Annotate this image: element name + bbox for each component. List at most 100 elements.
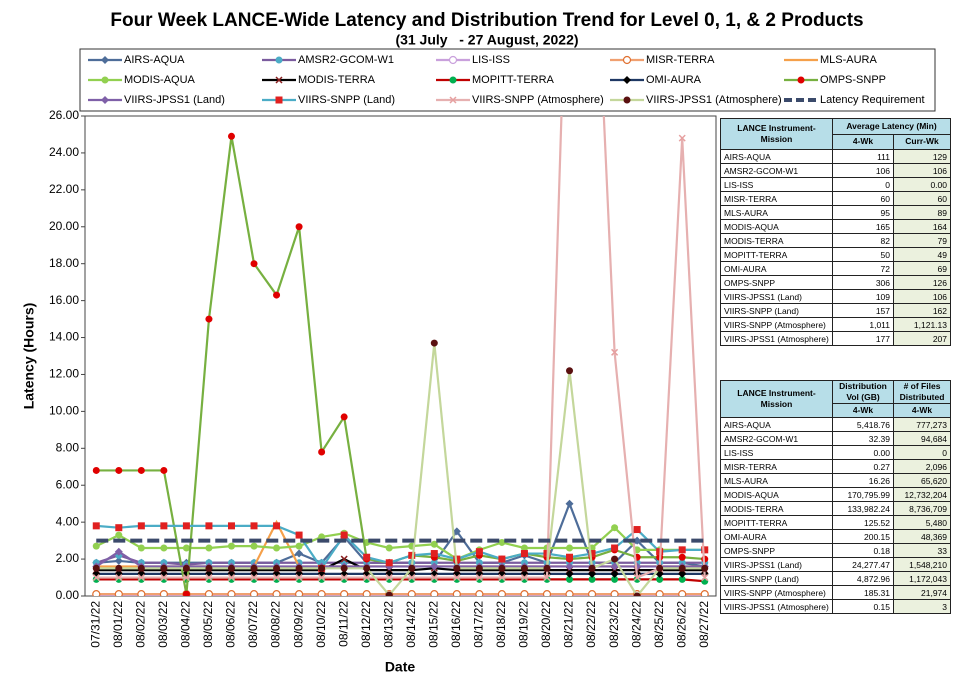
point bbox=[678, 564, 686, 572]
legend-item: MLS-AURA bbox=[784, 54, 878, 66]
point bbox=[542, 590, 552, 596]
point bbox=[340, 531, 348, 539]
point bbox=[340, 555, 348, 563]
point bbox=[566, 575, 574, 583]
table-row: MOPITT-TERRA 125.52 5,480 bbox=[720, 515, 951, 530]
point bbox=[273, 564, 281, 572]
point bbox=[115, 524, 123, 532]
x-tick-label: 07/31/22 bbox=[88, 601, 102, 648]
point bbox=[115, 466, 123, 474]
series-line bbox=[96, 578, 705, 583]
table-row: MODIS-TERRA 82 79 bbox=[720, 233, 951, 248]
table-cell: 8,736,709 bbox=[893, 501, 951, 516]
header-cell: 4-Wk bbox=[832, 133, 894, 150]
series-line bbox=[96, 557, 705, 572]
y-tick-label: 20.00 bbox=[49, 219, 79, 233]
series-line bbox=[95, 550, 705, 568]
x-tick-label: 08/13/22 bbox=[381, 601, 395, 648]
header-cell: Curr-Wk bbox=[893, 133, 951, 150]
legend-item: AMSR2-GCOM-W1 bbox=[262, 54, 394, 66]
point bbox=[204, 590, 214, 596]
point bbox=[385, 574, 393, 582]
point bbox=[182, 544, 190, 552]
table-cell: 0.00 bbox=[893, 177, 951, 192]
x-tick-label: 08/17/22 bbox=[472, 601, 486, 648]
point bbox=[385, 559, 393, 567]
point bbox=[587, 590, 597, 596]
point bbox=[611, 348, 619, 356]
legend-label: VIIRS-JPSS1 (Land) bbox=[124, 94, 225, 106]
point bbox=[205, 544, 213, 552]
table-cell: MODIS-AQUA bbox=[720, 219, 833, 234]
series-line bbox=[95, 526, 705, 561]
table-cell: VIIRS-JPSS1 (Atmosphere) bbox=[720, 331, 833, 346]
point bbox=[701, 564, 709, 572]
point bbox=[227, 132, 235, 140]
point bbox=[475, 590, 484, 596]
point bbox=[588, 575, 596, 583]
y-tick-label: 4.00 bbox=[56, 514, 80, 528]
point bbox=[588, 550, 596, 558]
point bbox=[565, 569, 574, 578]
legend-label: AMSR2-GCOM-W1 bbox=[298, 54, 394, 66]
x-tick-label: 08/22/22 bbox=[584, 601, 598, 648]
y-tick-label: 10.00 bbox=[49, 404, 79, 418]
point bbox=[340, 574, 348, 582]
subheader-row: 4-Wk 4-Wk bbox=[721, 403, 951, 418]
point bbox=[700, 590, 709, 596]
point bbox=[92, 590, 101, 596]
table-cell: 170,795.99 bbox=[832, 487, 894, 502]
point bbox=[340, 413, 348, 421]
x-tick-label: 08/05/22 bbox=[201, 601, 215, 648]
table-cell: 48,369 bbox=[893, 529, 951, 544]
table-row: MOPITT-TERRA 50 49 bbox=[720, 247, 951, 262]
legend-label: MISR-TERRA bbox=[646, 54, 715, 66]
point bbox=[295, 574, 303, 582]
point bbox=[385, 544, 393, 552]
table-cell: 126 bbox=[893, 275, 951, 290]
point bbox=[452, 590, 461, 596]
y-tick-label: 2.00 bbox=[56, 551, 80, 565]
point bbox=[137, 522, 145, 530]
table-cell: 106 bbox=[832, 163, 894, 178]
point bbox=[678, 553, 686, 561]
table-cell: 133,982.24 bbox=[832, 501, 894, 516]
legend-marker bbox=[275, 56, 283, 64]
legend-label: MLS-AURA bbox=[820, 54, 878, 66]
legend-label: OMPS-SNPP bbox=[820, 74, 886, 86]
table-cell: 33 bbox=[893, 543, 951, 558]
y-tick-label: 0.00 bbox=[56, 588, 80, 602]
table-cell: 106 bbox=[893, 289, 951, 304]
point bbox=[182, 574, 190, 582]
point bbox=[385, 591, 393, 596]
point bbox=[610, 569, 619, 578]
legend-label: MOPITT-TERRA bbox=[472, 74, 555, 86]
point bbox=[498, 574, 506, 582]
table-cell: OMPS-SNPP bbox=[720, 275, 833, 290]
point bbox=[363, 564, 371, 572]
table-cell: 200.15 bbox=[832, 529, 894, 544]
x-tick-label: 08/14/22 bbox=[404, 601, 418, 648]
point bbox=[227, 564, 235, 572]
table-row: AIRS-AQUA 5,418.76 777,273 bbox=[720, 417, 951, 432]
point bbox=[475, 548, 483, 556]
table-row: MODIS-AQUA 170,795.99 12,732,204 bbox=[720, 487, 951, 502]
table-cell: 306 bbox=[832, 275, 894, 290]
table-row: OMI-AURA 200.15 48,369 bbox=[720, 529, 951, 544]
point bbox=[273, 522, 281, 530]
legend-marker bbox=[275, 76, 283, 84]
table-cell: 157 bbox=[832, 303, 894, 318]
point bbox=[520, 574, 528, 582]
point bbox=[430, 339, 438, 347]
x-tick-label: 08/26/22 bbox=[674, 601, 688, 648]
point bbox=[588, 564, 596, 572]
point bbox=[182, 564, 190, 572]
point bbox=[294, 590, 304, 596]
table-cell: 89 bbox=[893, 205, 951, 220]
table-cell: AMSR2-GCOM-W1 bbox=[720, 431, 833, 446]
table-cell: MODIS-TERRA bbox=[720, 501, 833, 516]
point bbox=[137, 466, 145, 474]
point bbox=[137, 544, 145, 552]
table-cell: OMI-AURA bbox=[720, 529, 833, 544]
